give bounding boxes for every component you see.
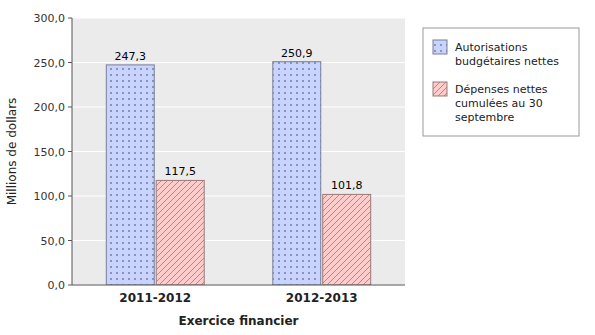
chart: 0,0 50,0 100,0 150,0 200,0 250,0 300,0 247,3 250…: [0, 0, 595, 335]
data-label: 117,5: [164, 165, 196, 178]
data-label: 250,9: [281, 47, 313, 60]
y-tick-label: 0,0: [48, 279, 66, 292]
grid-line: [72, 18, 405, 19]
y-axis-label: Millions de dollars: [5, 98, 19, 206]
legend-label: Autorisationsbudgétaires nettes: [455, 41, 559, 68]
bar: [273, 62, 321, 285]
legend-label-line: cumulées au 30: [455, 97, 543, 110]
legend-swatch: [433, 82, 447, 96]
y-tick-label: 150,0: [34, 146, 66, 159]
y-tick: [68, 107, 72, 108]
plot-background: [72, 18, 405, 285]
legend: Autorisationsbudgétaires nettes Dépenses …: [423, 28, 579, 136]
x-axis: 2011-2012 2012-2013: [119, 291, 357, 305]
y-tick-label: 50,0: [41, 235, 66, 248]
y-axis-line: [72, 18, 73, 285]
y-axis: 0,0 50,0 100,0 150,0 200,0 250,0 300,0: [34, 12, 73, 292]
legend-label-line: septembre: [455, 111, 515, 124]
y-tick-label: 200,0: [34, 101, 66, 114]
x-tick-label: 2012-2013: [286, 291, 358, 305]
legend-label: Dépenses nettescumulées au 30septembre: [455, 83, 548, 124]
bar: [156, 180, 204, 285]
legend-label-line: Autorisations: [455, 41, 528, 54]
page: {"chart_data": {"type": "bar", "categori…: [0, 0, 595, 335]
y-tick-label: 300,0: [34, 12, 66, 25]
legend-label-line: Dépenses nettes: [455, 83, 548, 96]
y-tick: [68, 18, 72, 19]
bar: [323, 194, 371, 285]
y-tick: [68, 151, 72, 152]
data-label: 101,8: [331, 179, 363, 192]
data-label: 247,3: [115, 50, 147, 63]
y-tick: [68, 62, 72, 63]
legend-swatch: [433, 40, 447, 54]
data-labels: 247,3 250,9 117,5 101,8: [115, 47, 363, 193]
bars: [106, 62, 370, 285]
grid-line: [72, 285, 405, 286]
grid: [72, 18, 405, 285]
x-tick-label: 2011-2012: [119, 291, 191, 305]
x-axis-line: [72, 285, 405, 286]
y-tick: [68, 196, 72, 197]
legend-box: [423, 28, 579, 136]
y-tick-label: 250,0: [34, 57, 66, 70]
chart-container: 0,0 50,0 100,0 150,0 200,0 250,0 300,0 247,3 250…: [0, 0, 595, 335]
y-tick-label: 100,0: [34, 190, 66, 203]
bar: [106, 65, 154, 285]
y-tick: [68, 240, 72, 241]
y-tick: [68, 285, 72, 286]
x-axis-label: Exercice financier: [178, 314, 298, 328]
legend-label-line: budgétaires nettes: [455, 55, 559, 68]
